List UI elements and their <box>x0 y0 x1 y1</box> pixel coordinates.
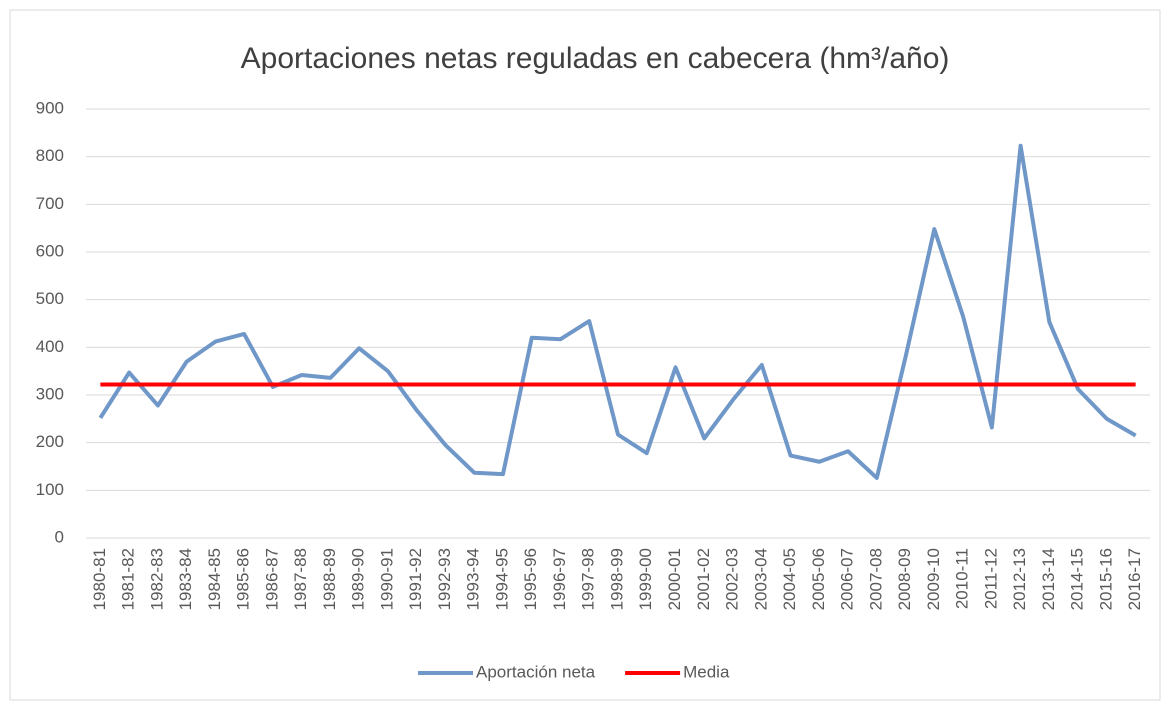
x-tick-label: 2010-11 <box>953 548 972 609</box>
x-tick-label: 1986-87 <box>262 548 281 610</box>
x-tick-label: 2000-01 <box>665 548 684 610</box>
legend-label: Media <box>683 662 730 681</box>
x-tick-label: 2002-03 <box>723 548 742 610</box>
x-tick-label: 1990-91 <box>377 548 396 610</box>
x-tick-label: 2012-13 <box>1010 548 1029 610</box>
x-tick-label: 1999-00 <box>636 548 655 610</box>
x-tick-label: 2011-12 <box>981 548 1000 609</box>
x-tick-label: 1982-83 <box>147 548 166 610</box>
x-tick-label: 2013-14 <box>1039 548 1058 610</box>
x-tick-label: 1989-90 <box>349 548 368 610</box>
legend-label: Aportación neta <box>476 662 596 681</box>
x-tick-label: 2014-15 <box>1068 548 1087 610</box>
y-tick-label: 700 <box>36 194 64 213</box>
x-tick-label: 2004-05 <box>780 548 799 610</box>
x-tick-label: 1984-85 <box>205 548 224 610</box>
x-tick-label: 1994-95 <box>492 548 511 610</box>
x-tick-label: 2016-17 <box>1125 548 1144 610</box>
x-tick-label: 2001-02 <box>694 548 713 610</box>
x-tick-label: 2003-04 <box>751 548 770 610</box>
x-tick-label: 1991-92 <box>406 548 425 610</box>
x-tick-label: 1983-84 <box>176 548 195 610</box>
y-tick-label: 100 <box>36 480 64 499</box>
x-tick-label: 1997-98 <box>579 548 598 610</box>
y-tick-label: 600 <box>36 241 64 260</box>
data-line <box>98 143 1137 480</box>
y-tick-label: 900 <box>36 98 64 117</box>
x-tick-label: 2008-09 <box>895 548 914 610</box>
y-tick-label: 0 <box>55 527 64 546</box>
x-tick-label: 2007-08 <box>866 548 885 610</box>
chart-frame <box>9 9 1161 701</box>
y-tick-label: 800 <box>36 146 64 165</box>
x-tick-label: 2006-07 <box>838 548 857 610</box>
x-tick-label: 2015-16 <box>1096 548 1115 610</box>
x-tick-label: 1993-94 <box>464 548 483 610</box>
y-tick-label: 200 <box>36 432 64 451</box>
x-tick-label: 1988-89 <box>320 548 339 610</box>
x-tick-label: 1998-99 <box>607 548 626 610</box>
x-tick-label: 1985-86 <box>234 548 253 610</box>
chart-title: Aportaciones netas reguladas en cabecera… <box>241 42 950 75</box>
y-tick-label: 400 <box>36 337 64 356</box>
x-tick-label: 1981-82 <box>119 548 138 610</box>
x-tick-label: 1980-81 <box>90 548 109 610</box>
x-tick-label: 1987-88 <box>291 548 310 610</box>
x-tick-label: 1992-93 <box>435 548 454 610</box>
x-tick-label: 1995-96 <box>521 548 540 610</box>
y-tick-label: 300 <box>36 384 64 403</box>
x-tick-label: 2005-06 <box>809 548 828 610</box>
x-tick-label: 2009-10 <box>924 548 943 610</box>
y-tick-label: 500 <box>36 289 64 308</box>
x-tick-label: 1996-97 <box>550 548 569 610</box>
